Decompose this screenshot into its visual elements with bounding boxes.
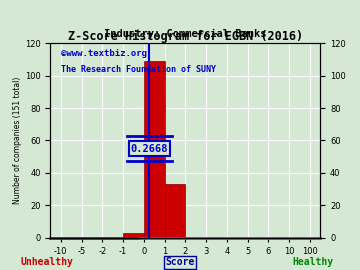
Text: Healthy: Healthy <box>293 257 334 267</box>
Text: Industry: Commercial Banks: Industry: Commercial Banks <box>104 29 267 39</box>
Y-axis label: Number of companies (151 total): Number of companies (151 total) <box>13 77 22 204</box>
Bar <box>123 233 144 238</box>
Bar <box>165 184 185 238</box>
Title: Z-Score Histogram for EGBN (2016): Z-Score Histogram for EGBN (2016) <box>68 30 303 43</box>
Text: The Research Foundation of SUNY: The Research Foundation of SUNY <box>61 65 216 74</box>
Bar <box>144 61 165 238</box>
Text: ©www.textbiz.org: ©www.textbiz.org <box>61 49 147 58</box>
Text: 0.2668: 0.2668 <box>131 143 168 154</box>
Text: Score: Score <box>165 257 195 267</box>
Text: Unhealthy: Unhealthy <box>21 257 73 267</box>
